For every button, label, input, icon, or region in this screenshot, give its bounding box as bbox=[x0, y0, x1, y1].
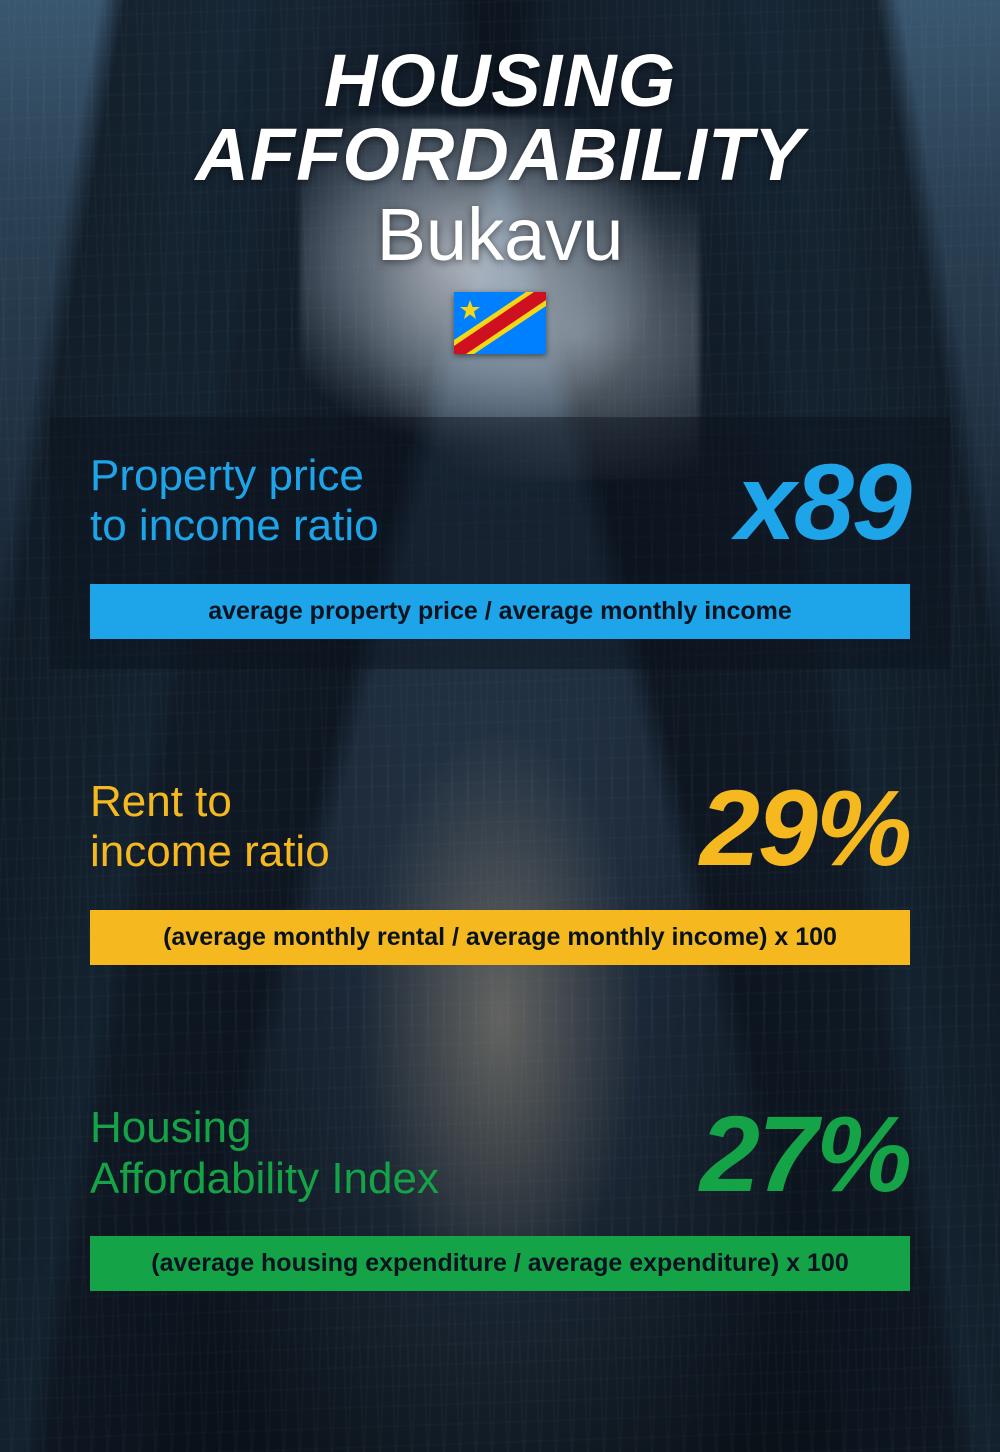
content-wrapper: HOUSING AFFORDABILITY Bukavu Property pr… bbox=[0, 0, 1000, 1452]
drc-flag-icon bbox=[454, 292, 546, 354]
metric-value: 27% bbox=[700, 1105, 910, 1202]
metric-value: 29% bbox=[700, 779, 910, 876]
metric-row: Property priceto income ratio x89 bbox=[90, 451, 910, 552]
page-title: HOUSING AFFORDABILITY bbox=[50, 44, 950, 192]
metric-card-affordability-index: HousingAffordability Index 27% (average … bbox=[50, 1069, 950, 1321]
metric-label: HousingAffordability Index bbox=[90, 1103, 439, 1204]
metric-formula: (average monthly rental / average monthl… bbox=[90, 910, 910, 965]
metric-label: Rent toincome ratio bbox=[90, 777, 330, 878]
page-subtitle: Bukavu bbox=[50, 196, 950, 274]
header: HOUSING AFFORDABILITY Bukavu bbox=[50, 44, 950, 359]
metric-card-rent-income: Rent toincome ratio 29% (average monthly… bbox=[50, 743, 950, 995]
metric-row: Rent toincome ratio 29% bbox=[90, 777, 910, 878]
metric-row: HousingAffordability Index 27% bbox=[90, 1103, 910, 1204]
metric-card-property-price: Property priceto income ratio x89 averag… bbox=[50, 417, 950, 669]
metric-formula: average property price / average monthly… bbox=[90, 584, 910, 639]
metric-label: Property priceto income ratio bbox=[90, 451, 379, 552]
metric-value: x89 bbox=[736, 453, 910, 550]
metric-formula: (average housing expenditure / average e… bbox=[90, 1236, 910, 1291]
